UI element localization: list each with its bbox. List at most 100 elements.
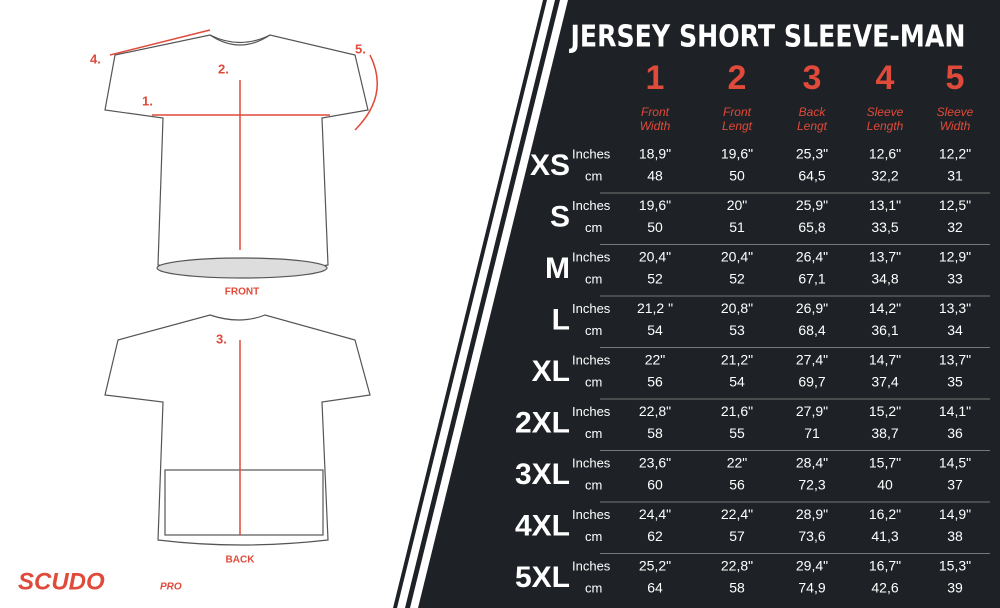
diagram-labels: 4. 2. 5. 1. 3.: [90, 41, 366, 346]
inch-value: 13,7": [939, 352, 971, 368]
column-label: Lengt: [722, 119, 753, 133]
inch-value: 20,4": [639, 249, 671, 265]
cm-value: 34: [947, 322, 963, 338]
cm-value: 60: [647, 477, 663, 493]
unit-label: Inches: [572, 249, 611, 264]
cm-value: 38,7: [871, 425, 898, 441]
cm-value: 58: [647, 425, 663, 441]
cm-value: 71: [804, 425, 820, 441]
inch-value: 28,9": [796, 506, 828, 522]
cm-value: 64: [647, 580, 663, 596]
cm-value: 56: [647, 374, 663, 390]
cm-value: 73,6: [798, 528, 825, 544]
inch-value: 19,6": [639, 197, 671, 213]
cm-value: 58: [729, 580, 745, 596]
unit-label: cm: [585, 426, 602, 441]
inch-value: 12,2": [939, 146, 971, 162]
inch-value: 13,1": [869, 197, 901, 213]
inch-value: 20,8": [721, 300, 753, 316]
cm-value: 55: [729, 425, 745, 441]
inch-value: 18,9": [639, 146, 671, 162]
cm-value: 33: [947, 271, 963, 287]
unit-label: cm: [585, 374, 602, 389]
inch-value: 25,3": [796, 146, 828, 162]
label: 1.: [142, 93, 153, 108]
label: 3.: [216, 331, 227, 346]
unit-label: Inches: [572, 404, 611, 419]
stripe: [405, 0, 560, 608]
cm-value: 37,4: [871, 374, 898, 390]
front-arrows: [109, 29, 378, 250]
inch-value: 16,2": [869, 506, 901, 522]
cm-value: 34,8: [871, 271, 898, 287]
inch-value: 29,4": [796, 558, 828, 574]
cm-value: 62: [647, 528, 663, 544]
unit-label: cm: [585, 580, 602, 595]
inch-value: 20,4": [721, 249, 753, 265]
inch-value: 21,2 ": [637, 300, 673, 316]
inch-value: 23,6": [639, 455, 671, 471]
cm-value: 50: [729, 168, 745, 184]
cm-value: 36: [947, 425, 963, 441]
cm-value: 54: [729, 374, 745, 390]
inch-value: 24,4": [639, 506, 671, 522]
cm-value: 33,5: [871, 219, 898, 235]
column-label: Length: [867, 119, 904, 133]
cm-value: 72,3: [798, 477, 825, 493]
label: 4.: [90, 51, 101, 66]
cm-value: 31: [947, 168, 963, 184]
front-caption: FRONT: [225, 287, 259, 298]
cm-value: 74,9: [798, 580, 825, 596]
inch-value: 28,4": [796, 455, 828, 471]
inch-value: 26,9": [796, 300, 828, 316]
back-jersey: [104, 314, 371, 546]
inch-value: 25,9": [796, 197, 828, 213]
column-label: Width: [640, 119, 671, 133]
unit-label: cm: [585, 323, 602, 338]
front-jersey: [104, 34, 369, 279]
label: 2.: [218, 61, 229, 76]
unit-label: Inches: [572, 146, 611, 161]
size-label: 3XL: [515, 458, 570, 491]
inch-value: 22,8": [639, 403, 671, 419]
cm-value: 52: [729, 271, 745, 287]
cm-value: 42,6: [871, 580, 898, 596]
unit-label: cm: [585, 477, 602, 492]
cm-value: 50: [647, 219, 663, 235]
inch-value: 14,9": [939, 506, 971, 522]
column-label: Lengt: [797, 119, 828, 133]
cm-value: 40: [877, 477, 893, 493]
size-label: XS: [530, 149, 570, 182]
inch-value: 22": [645, 352, 666, 368]
back-caption: BACK: [226, 555, 256, 566]
size-label: 2XL: [515, 406, 570, 439]
inch-value: 13,7": [869, 249, 901, 265]
unit-label: Inches: [572, 352, 611, 367]
cm-value: 56: [729, 477, 745, 493]
stripe: [393, 0, 547, 608]
unit-label: cm: [585, 271, 602, 286]
unit-label: cm: [585, 220, 602, 235]
inch-value: 21,6": [721, 403, 753, 419]
inch-value: 14,2": [869, 300, 901, 316]
inch-value: 27,4": [796, 352, 828, 368]
inch-value: 16,7": [869, 558, 901, 574]
unit-label: Inches: [572, 507, 611, 522]
column-number: 2: [728, 59, 747, 97]
cm-value: 38: [947, 528, 963, 544]
cm-value: 39: [947, 580, 963, 596]
column-label: Sleeve: [937, 105, 974, 119]
inch-value: 12,6": [869, 146, 901, 162]
inch-value: 19,6": [721, 146, 753, 162]
dark-panel: [418, 0, 1000, 608]
inch-value: 15,2": [869, 403, 901, 419]
cm-value: 69,7: [798, 374, 825, 390]
inch-value: 21,2": [721, 352, 753, 368]
cm-value: 41,3: [871, 528, 898, 544]
inch-value: 12,9": [939, 249, 971, 265]
column-number: 4: [876, 59, 895, 97]
logo-suffix: PRO: [160, 582, 182, 593]
unit-label: Inches: [572, 558, 611, 573]
